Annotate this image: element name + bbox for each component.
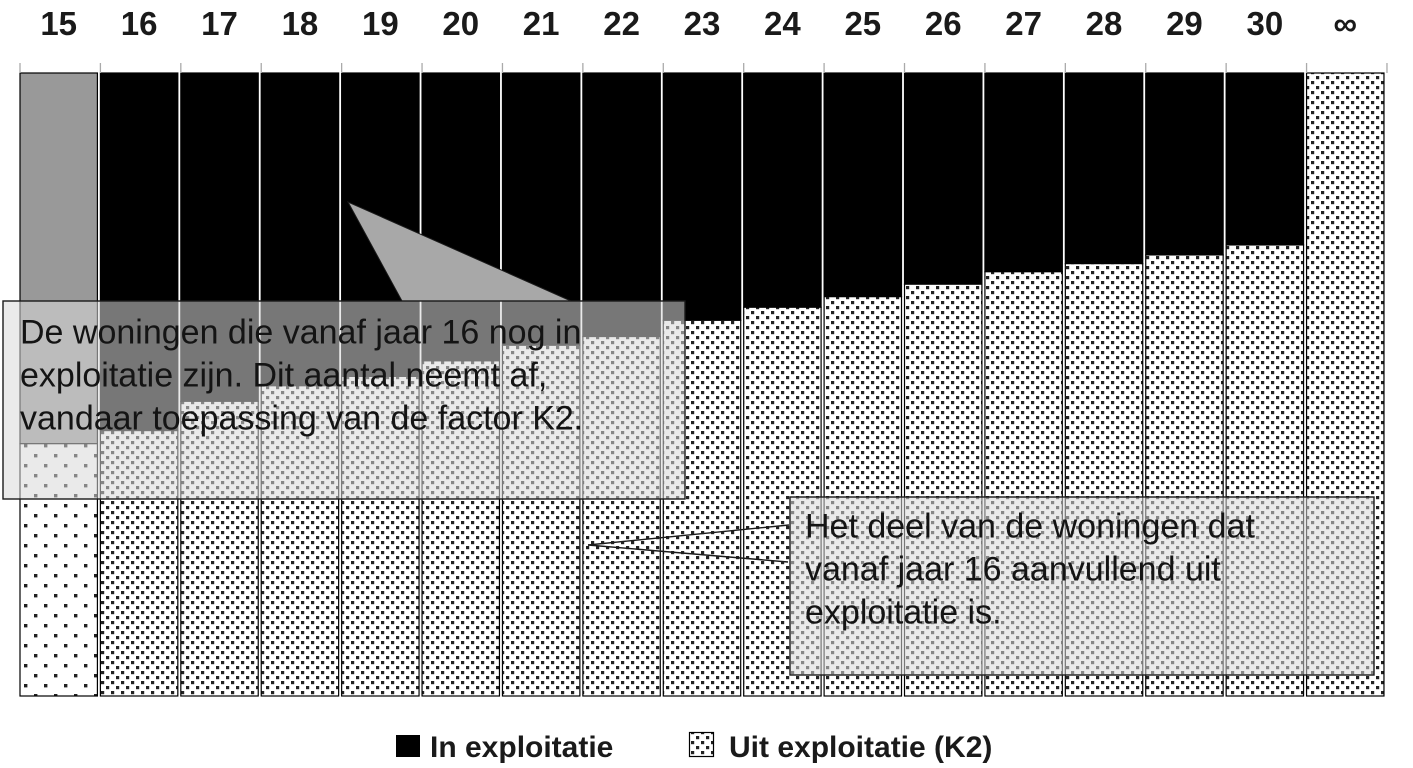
svg-text:exploitatie zijn. Dit aantal n: exploitatie zijn. Dit aantal neemt af, <box>20 356 547 394</box>
svg-text:In exploitatie: In exploitatie <box>430 731 613 764</box>
svg-text:18: 18 <box>282 5 319 42</box>
svg-text:28: 28 <box>1086 5 1123 42</box>
svg-text:vandaar toepassing van de fact: vandaar toepassing van de factor K2. <box>20 399 583 437</box>
svg-text:21: 21 <box>523 5 560 42</box>
svg-text:Uit exploitatie (K2): Uit exploitatie (K2) <box>729 731 992 764</box>
svg-text:exploitatie is.: exploitatie is. <box>805 594 1002 632</box>
svg-text:17: 17 <box>201 5 238 42</box>
svg-text:19: 19 <box>362 5 399 42</box>
svg-text:30: 30 <box>1246 5 1283 42</box>
svg-text:23: 23 <box>684 5 721 42</box>
svg-text:25: 25 <box>844 5 881 42</box>
svg-text:De woningen die vanaf jaar 16: De woningen die vanaf jaar 16 nog in <box>20 313 581 351</box>
svg-text:26: 26 <box>925 5 962 42</box>
svg-text:16: 16 <box>121 5 158 42</box>
svg-text:29: 29 <box>1166 5 1203 42</box>
svg-text:Het deel van de woningen dat: Het deel van de woningen dat <box>805 508 1255 546</box>
svg-text:vanaf jaar 16 aanvullend uit: vanaf jaar 16 aanvullend uit <box>805 551 1221 589</box>
svg-text:27: 27 <box>1005 5 1042 42</box>
svg-text:15: 15 <box>40 5 77 42</box>
svg-text:22: 22 <box>603 5 640 42</box>
svg-text:20: 20 <box>442 5 479 42</box>
svg-text:∞: ∞ <box>1333 5 1357 42</box>
svg-text:24: 24 <box>764 5 801 42</box>
